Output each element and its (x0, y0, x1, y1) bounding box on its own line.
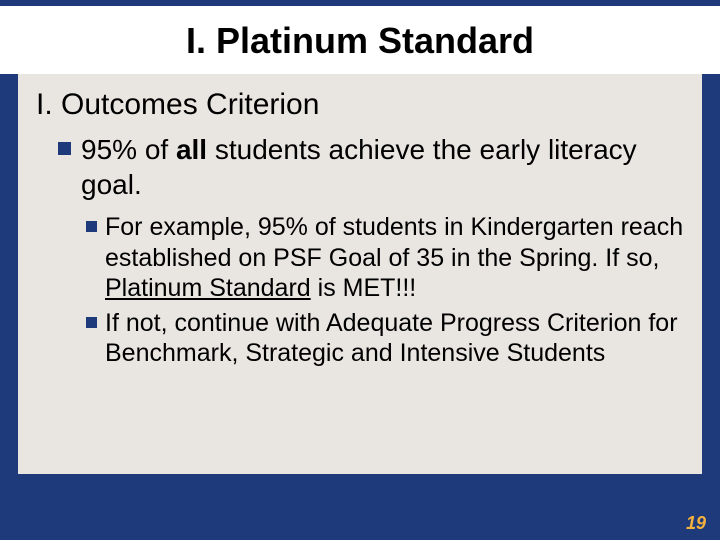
body-container: I. Outcomes Criterion 95% of all student… (18, 74, 702, 474)
lvl1-pre: 95% of (81, 134, 176, 165)
bullet-level2-a: For example, 95% of students in Kinderga… (86, 212, 684, 304)
bullet-level2-b-text: If not, continue with Adequate Progress … (105, 308, 684, 369)
bullet-level2-a-text: For example, 95% of students in Kinderga… (105, 212, 684, 304)
lvl1-bold: all (176, 134, 207, 165)
lvl2a-post: is MET!!! (311, 274, 417, 302)
slide: I. Platinum Standard I. Outcomes Criteri… (0, 0, 720, 540)
square-bullet-icon (86, 221, 97, 232)
section-subtitle: I. Outcomes Criterion (36, 88, 684, 122)
bullet-level2-b: If not, continue with Adequate Progress … (86, 308, 684, 369)
bullet-level1-text: 95% of all students achieve the early li… (81, 132, 684, 202)
bullet-level1: 95% of all students achieve the early li… (58, 132, 684, 202)
square-bullet-icon (86, 317, 97, 328)
lvl2a-line: For example, 95% of students in Kinderga… (105, 213, 683, 272)
lvl2a-underline: Platinum Standard (105, 274, 311, 302)
square-bullet-icon (58, 142, 71, 155)
page-number: 19 (686, 513, 706, 534)
slide-title: I. Platinum Standard (0, 0, 720, 74)
